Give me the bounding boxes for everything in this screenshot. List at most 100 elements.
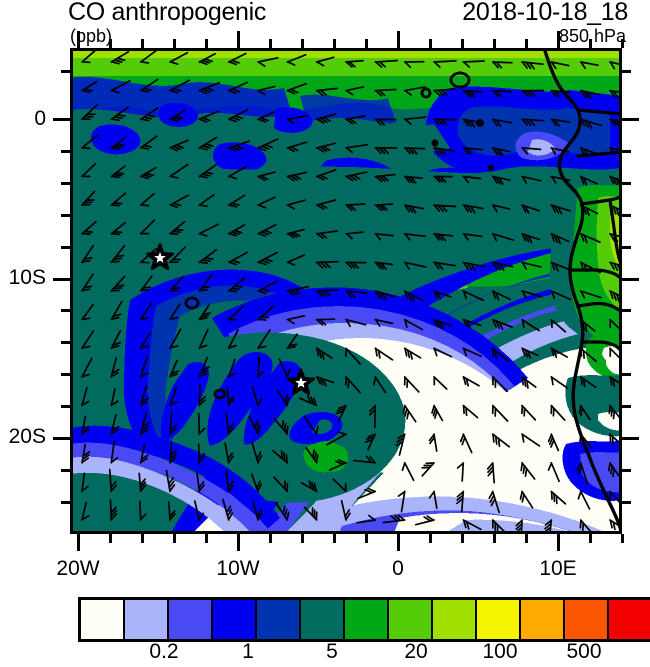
wind-barb [81,220,97,235]
x-tick [492,39,496,48]
colorbar-cell[interactable] [301,600,345,639]
colorbar-cell[interactable] [213,600,257,639]
wind-barb [286,314,306,325]
wind-barb [579,318,596,333]
wind-barb [519,490,534,509]
wind-barb [196,471,205,493]
wind-barb [225,469,235,493]
wind-barb [372,376,387,394]
wind-barb [579,347,597,363]
wind-barb [226,386,235,407]
wind-barb [110,300,123,321]
wind-barb [382,514,406,524]
colorbar-tick-label: 20 [404,640,428,663]
wind-barb [276,389,290,407]
colorbar-cell[interactable] [81,600,125,639]
wind-barb [579,118,603,129]
wind-barb [345,115,366,125]
wind-barb [374,290,397,301]
wind-barb [110,244,126,264]
wind-barb [169,411,177,435]
wind-barb [139,275,153,292]
wind-barb [139,192,155,207]
wind-barb [579,376,597,389]
wind-barb [110,106,130,122]
wind-barb [368,404,377,429]
colorbar-cell[interactable] [125,600,169,639]
colorbar[interactable] [78,597,650,642]
x-tick [460,39,464,48]
wind-barb [462,89,483,98]
y-tick [61,181,70,185]
colorbar-cell[interactable] [433,600,477,639]
colorbar-cell[interactable] [521,600,565,639]
wind-barb [169,109,186,122]
wind-barb [110,79,131,94]
y-tick [622,405,631,409]
wind-barb [403,86,426,96]
wind-barb [550,404,566,421]
y-tick [61,245,70,249]
wind-barb [521,376,537,389]
wind-barb [198,273,213,292]
wind-barb [81,104,98,121]
wind-barb [81,49,96,64]
wind-barb [227,194,246,208]
colorbar-tick-label: 500 [566,640,602,663]
wind-barb [274,501,290,521]
y-tick [622,277,639,281]
wind-barb [403,232,427,241]
wind-barb [462,261,486,272]
wind-barb [576,461,589,484]
colorbar-cell[interactable] [169,600,213,639]
y-tick [622,150,631,154]
x-tick [76,534,80,551]
wind-barb [521,118,545,127]
wind-barb [607,461,622,482]
x-tick [268,39,272,48]
wind-barb [315,376,335,387]
x-tick [300,39,304,48]
wind-barb [315,142,336,153]
colorbar-cell[interactable] [345,600,389,639]
wind-barb [139,443,149,464]
wind-barb [579,261,602,274]
wind-barb [139,301,153,321]
x-tick [364,534,368,543]
wind-barb [167,501,176,521]
y-tick [622,341,631,345]
wind-barb [139,412,151,435]
colorbar-cell[interactable] [389,600,433,639]
wind-barb [286,171,308,182]
wind-barb [462,318,482,329]
wind-barb [431,404,444,422]
wind-barb [521,347,539,359]
y-tick [622,70,631,74]
wind-barb [345,203,366,212]
y-tick-label: 10S [8,266,46,290]
colorbar-cell[interactable] [565,600,609,639]
wind-barb [515,519,523,534]
x-tick [588,534,592,543]
y-tick [61,150,70,154]
wind-barb [433,376,448,390]
wind-barb [433,318,452,330]
y-tick [622,309,631,313]
x-tick [236,31,240,48]
wind-barb [286,141,308,153]
wind-barb [345,261,367,269]
wind-barb [139,355,149,378]
x-tick [236,534,240,551]
wind-barb [374,118,397,126]
wind-barb [608,404,622,422]
x-tick [332,534,336,543]
colorbar-cell[interactable] [477,600,521,639]
wind-barb [521,433,541,447]
y-tick [61,373,70,377]
map-plot-area[interactable] [70,48,622,534]
wind-barb [169,79,191,94]
x-tick-label: 10W [216,557,260,580]
wind-barb [345,59,364,68]
colorbar-cell[interactable] [609,600,650,639]
colorbar-cell[interactable] [257,600,301,639]
